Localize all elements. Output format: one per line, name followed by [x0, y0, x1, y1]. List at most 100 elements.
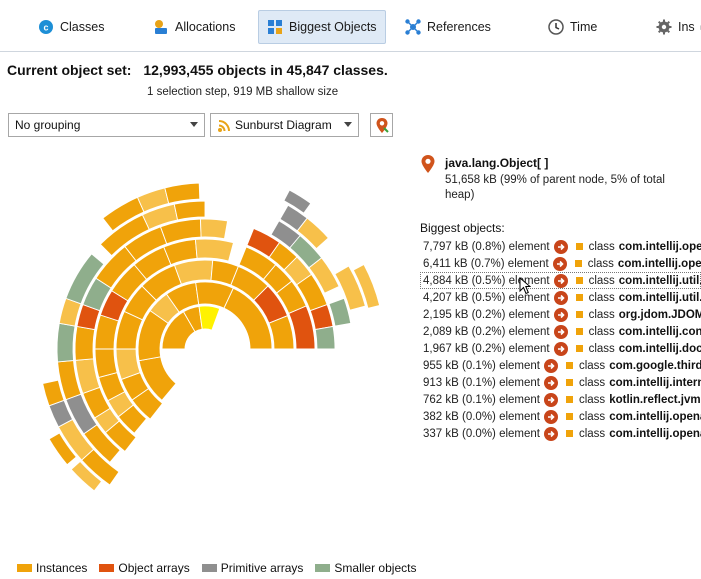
- biggest-object-row[interactable]: 955 kB (0.1%) element class com.google.thi…: [420, 357, 701, 374]
- object-size: 955 kB (0.1%) element: [423, 359, 540, 372]
- navigate-arrow-icon[interactable]: [553, 239, 568, 254]
- sunburst-segment[interactable]: [328, 297, 352, 327]
- sunburst-segment[interactable]: [288, 305, 316, 350]
- navigate-arrow-icon[interactable]: [553, 324, 568, 339]
- sunburst-segment[interactable]: [194, 238, 235, 262]
- tab-allocations[interactable]: Allocations: [145, 10, 243, 44]
- sunburst-segment[interactable]: [334, 265, 366, 311]
- class-keyword: class: [578, 410, 606, 423]
- sunburst-segment[interactable]: [296, 217, 329, 250]
- biggest-object-row[interactable]: 2,089 kB (0.2%) element class com.intellij…: [420, 323, 701, 340]
- class-name: com.intellij.openapi: [617, 257, 701, 270]
- sunburst-segment[interactable]: [268, 315, 295, 350]
- object-size: 762 kB (0.1%) element: [423, 393, 540, 406]
- tab-time[interactable]: Time: [540, 10, 605, 44]
- object-size: 6,411 kB (0.7%) element: [423, 257, 549, 270]
- object-size: 1,967 kB (0.2%) element: [423, 342, 550, 355]
- class-name: com.intellij.cont: [618, 325, 701, 338]
- navigate-arrow-icon[interactable]: [553, 290, 568, 305]
- tab-label: References: [427, 20, 491, 34]
- legend-label: Instances: [36, 561, 88, 575]
- sunburst-segment[interactable]: [223, 287, 273, 350]
- biggest-object-row[interactable]: 913 kB (0.1%) element class com.intellij.i…: [420, 374, 701, 391]
- instance-class-icon: [575, 243, 583, 250]
- legend-label: Smaller objects: [334, 561, 417, 575]
- location-pin-icon: [376, 117, 389, 133]
- biggest-object-row[interactable]: 337 kB (0.0%) element class com.intellij.o…: [420, 425, 701, 442]
- legend-swatch: [99, 564, 115, 572]
- current-object-set: Current object set: 12,993,455 objects i…: [7, 62, 388, 78]
- class-name: com.intellij.opena: [609, 427, 701, 440]
- instance-class-icon: [575, 345, 583, 352]
- sunburst-segment[interactable]: [308, 257, 340, 294]
- sunburst-segment[interactable]: [283, 189, 312, 214]
- sunburst-segment[interactable]: [164, 182, 201, 205]
- sunburst-segment[interactable]: [352, 263, 381, 309]
- sunburst-segment[interactable]: [70, 460, 103, 492]
- references-icon: [405, 19, 421, 35]
- class-name: com.intellij.docu: [618, 342, 701, 355]
- instance-class-icon: [575, 294, 583, 301]
- tab-label: Ins: [678, 20, 695, 34]
- biggest-objects-icon: [268, 20, 282, 34]
- biggest-object-row[interactable]: 762 kB (0.1%) element class kotlin.reflect…: [420, 391, 701, 408]
- sunburst-segment[interactable]: [74, 325, 96, 361]
- object-size: 4,207 kB (0.5%) element: [423, 291, 550, 304]
- location-pin-icon: [421, 155, 435, 173]
- object-size: 2,089 kB (0.2%) element: [423, 325, 550, 338]
- instance-class-icon: [565, 396, 573, 403]
- navigate-arrow-icon[interactable]: [552, 256, 567, 271]
- sunburst-segment[interactable]: [94, 348, 118, 379]
- tab-biggest-objects[interactable]: Biggest Objects: [258, 10, 386, 44]
- sunburst-segment[interactable]: [199, 218, 229, 240]
- allocations-icon: [155, 20, 167, 34]
- biggest-object-row[interactable]: 4,884 kB (0.5%) element class com.intellij…: [420, 272, 701, 289]
- navigate-arrow-icon[interactable]: [553, 307, 568, 322]
- biggest-object-row[interactable]: 6,411 kB (0.7%) element class com.intellij…: [420, 255, 701, 272]
- class-keyword: class: [578, 393, 606, 406]
- sunburst-selected-segment[interactable]: [198, 305, 221, 331]
- class-name: kotlin.reflect.jvm: [609, 393, 701, 406]
- sunburst-segment[interactable]: [42, 379, 65, 407]
- object-size: 337 kB (0.0%) element: [423, 427, 540, 440]
- navigate-arrow-icon[interactable]: [543, 358, 558, 373]
- navigate-arrow-icon[interactable]: [553, 273, 568, 288]
- biggest-object-row[interactable]: 2,195 kB (0.2%) element class org.jdom.JDO…: [420, 306, 701, 323]
- tab-inspections[interactable]: Ins ▸: [648, 10, 701, 44]
- instance-class-icon: [565, 413, 573, 420]
- sunburst-segment[interactable]: [173, 200, 206, 221]
- sunburst-segment[interactable]: [48, 432, 77, 466]
- class-keyword: class: [588, 274, 615, 287]
- navigate-arrow-icon[interactable]: [543, 426, 558, 441]
- legend-swatch: [17, 564, 32, 572]
- navigate-arrow-icon[interactable]: [543, 375, 558, 390]
- sunburst-segment[interactable]: [314, 325, 336, 350]
- classes-icon: c: [39, 20, 53, 34]
- biggest-object-row[interactable]: 382 kB (0.0%) element class com.intellij.o…: [420, 408, 701, 425]
- biggest-object-row[interactable]: 7,797 kB (0.8%) element class com.intellij…: [420, 238, 701, 255]
- biggest-object-row[interactable]: 4,207 kB (0.5%) element class com.intellij…: [420, 289, 701, 306]
- sunburst-segment[interactable]: [65, 253, 105, 305]
- mouse-cursor-icon: [519, 277, 531, 295]
- class-keyword: class: [588, 291, 615, 304]
- view-select-value: Sunburst Diagram: [235, 118, 332, 132]
- biggest-object-row[interactable]: 1,967 kB (0.2%) element class com.intellij…: [420, 340, 701, 357]
- class-keyword: class: [587, 257, 614, 270]
- legend-item: Smaller objects: [315, 561, 416, 575]
- object-size: 4,884 kB (0.5%) element: [423, 274, 550, 287]
- sunburst-diagram[interactable]: [0, 140, 410, 550]
- legend-swatch: [201, 564, 217, 572]
- navigate-arrow-icon[interactable]: [543, 392, 558, 407]
- tab-references[interactable]: References: [397, 10, 499, 44]
- tab-classes[interactable]: c Classes: [30, 10, 112, 44]
- class-keyword: class: [588, 325, 615, 338]
- sunburst-segment[interactable]: [173, 259, 214, 285]
- navigate-arrow-icon[interactable]: [543, 409, 558, 424]
- navigate-arrow-icon[interactable]: [553, 341, 568, 356]
- sunburst-icon: [218, 120, 230, 132]
- select-node-button[interactable]: [370, 113, 393, 137]
- sunburst-segment[interactable]: [56, 322, 76, 363]
- legend-label: Primitive arrays: [220, 561, 304, 575]
- view-select[interactable]: Sunburst Diagram: [210, 113, 359, 137]
- grouping-select[interactable]: No grouping: [8, 113, 205, 137]
